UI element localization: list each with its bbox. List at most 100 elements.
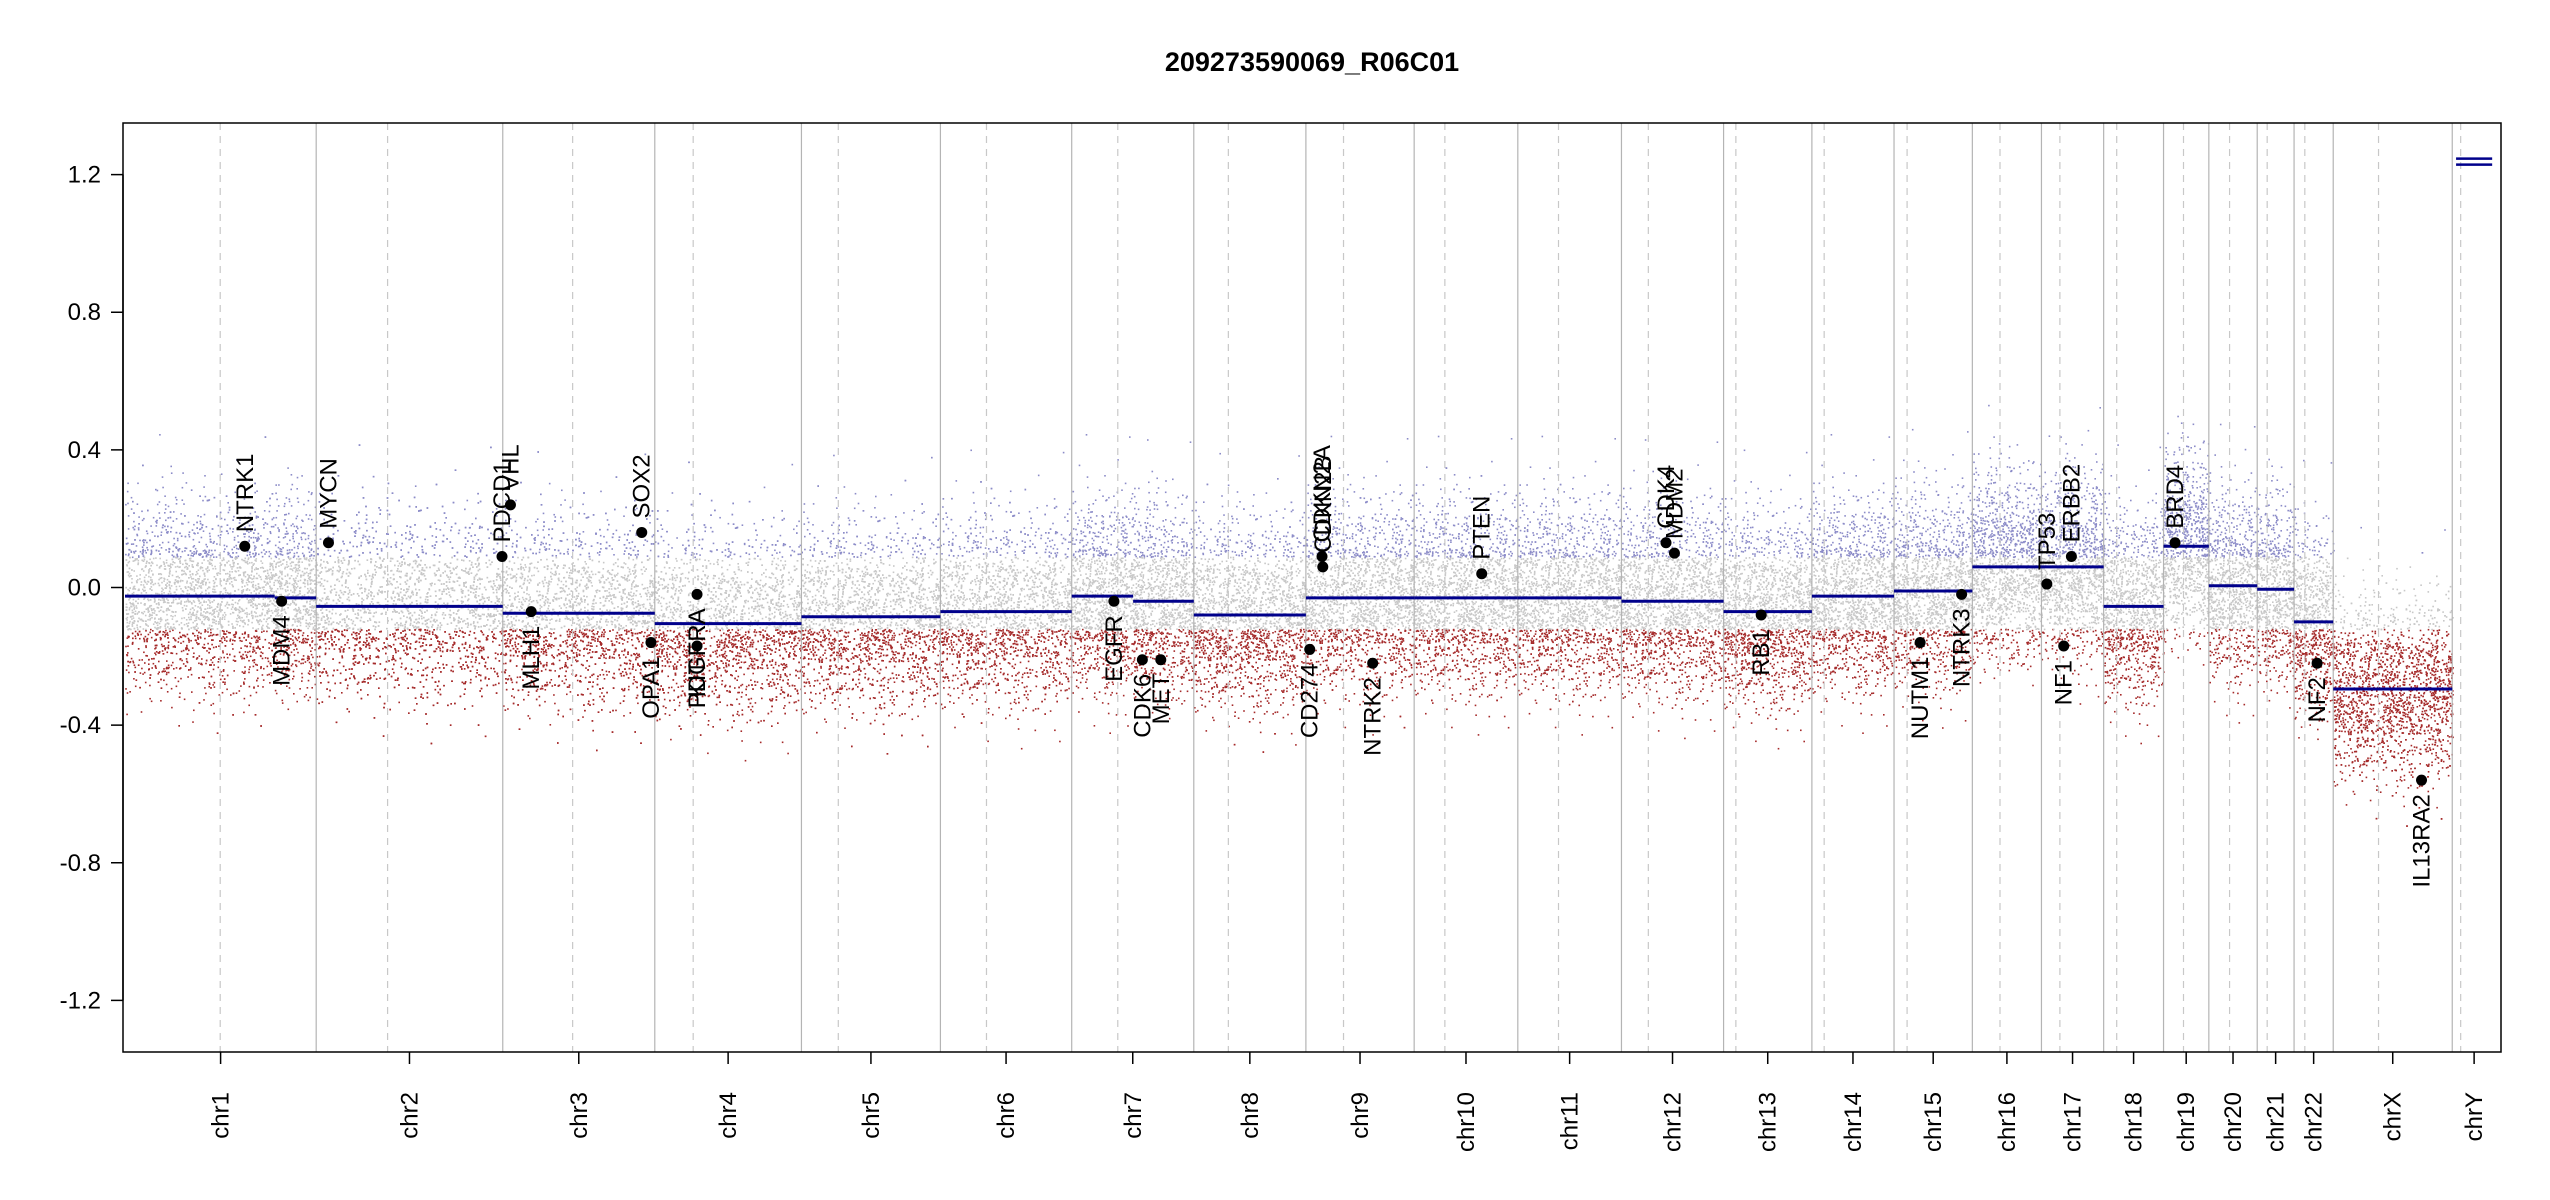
probe-point — [202, 616, 205, 618]
probe-point — [266, 630, 268, 633]
probe-point — [131, 593, 134, 595]
probe-point — [223, 678, 226, 680]
probe-point — [134, 539, 136, 541]
probe-point — [252, 584, 254, 587]
probe-point — [250, 574, 253, 576]
probe-point — [257, 639, 259, 642]
probe-point — [150, 700, 153, 703]
probe-point — [199, 618, 201, 621]
probe-point — [198, 596, 200, 599]
probe-point — [179, 602, 181, 604]
probe-point — [252, 646, 255, 649]
probe-point — [260, 666, 262, 668]
probe-point — [230, 577, 233, 580]
probe-point — [152, 574, 154, 576]
probe-point — [257, 647, 260, 649]
probe-point — [215, 556, 218, 558]
probe-point — [131, 625, 134, 627]
probe-point — [301, 616, 304, 618]
probe-point — [223, 616, 226, 618]
probe-point — [185, 619, 188, 621]
probe-point — [147, 618, 149, 621]
probe-point — [198, 600, 200, 602]
probe-point — [126, 692, 129, 694]
probe-point — [256, 664, 258, 666]
probe-point — [296, 488, 298, 490]
probe-point — [215, 646, 217, 648]
probe-point — [276, 510, 278, 512]
probe-point — [273, 661, 276, 663]
probe-point — [280, 616, 282, 618]
probe-point — [291, 591, 294, 593]
probe-point — [301, 672, 303, 675]
probe-point — [196, 657, 199, 659]
probe-point — [241, 580, 243, 583]
probe-point — [313, 550, 315, 553]
probe-point — [208, 619, 210, 622]
probe-point — [163, 600, 165, 602]
probe-point — [294, 579, 297, 582]
probe-point — [133, 605, 135, 607]
probe-point — [266, 618, 268, 621]
probe-point — [292, 535, 294, 538]
probe-point — [309, 600, 311, 603]
probe-point — [280, 593, 282, 596]
probe-point — [207, 631, 209, 633]
probe-point — [128, 599, 130, 601]
probe-point — [144, 662, 146, 664]
probe-point — [168, 548, 171, 550]
probe-point — [209, 612, 212, 614]
probe-point — [293, 579, 295, 582]
probe-point — [205, 692, 207, 695]
probe-point — [155, 603, 158, 605]
probe-point — [129, 620, 131, 623]
probe-point — [255, 592, 257, 595]
probe-point — [242, 610, 244, 612]
probe-point — [226, 524, 229, 526]
probe-point — [255, 639, 258, 642]
probe-point — [277, 505, 280, 507]
probe-point — [130, 615, 133, 618]
probe-point — [185, 647, 187, 649]
probe-point — [189, 582, 192, 584]
probe-point — [246, 589, 248, 591]
probe-point — [278, 565, 280, 567]
probe-point — [255, 558, 258, 560]
probe-point — [260, 560, 262, 562]
probe-point — [171, 628, 173, 630]
probe-point — [241, 608, 244, 611]
probe-point — [193, 553, 195, 556]
probe-point — [129, 587, 131, 589]
probe-point — [170, 526, 173, 529]
probe-point — [178, 577, 181, 579]
probe-point — [275, 574, 278, 576]
probe-point — [185, 658, 188, 660]
probe-point — [232, 612, 235, 614]
probe-point — [275, 590, 277, 593]
probe-point — [244, 571, 246, 574]
probe-point — [266, 576, 268, 578]
probe-point — [214, 549, 216, 552]
probe-point — [172, 629, 174, 632]
probe-point — [207, 627, 209, 630]
probe-point — [221, 641, 224, 644]
probe-point — [167, 637, 169, 639]
probe-point — [287, 708, 290, 711]
probe-point — [152, 583, 155, 586]
probe-point — [127, 554, 130, 557]
probe-point — [155, 653, 157, 656]
probe-point — [269, 531, 272, 533]
probe-point — [173, 511, 175, 513]
probe-point — [166, 532, 169, 534]
probe-point — [215, 578, 217, 581]
probe-point — [296, 575, 299, 577]
probe-point — [174, 677, 177, 679]
probe-point — [236, 512, 238, 514]
probe-point — [268, 577, 270, 579]
probe-point — [277, 628, 280, 630]
probe-point — [293, 546, 296, 549]
probe-point — [178, 585, 181, 588]
probe-point — [212, 567, 214, 570]
probe-point — [237, 614, 239, 617]
probe-point — [308, 625, 311, 628]
